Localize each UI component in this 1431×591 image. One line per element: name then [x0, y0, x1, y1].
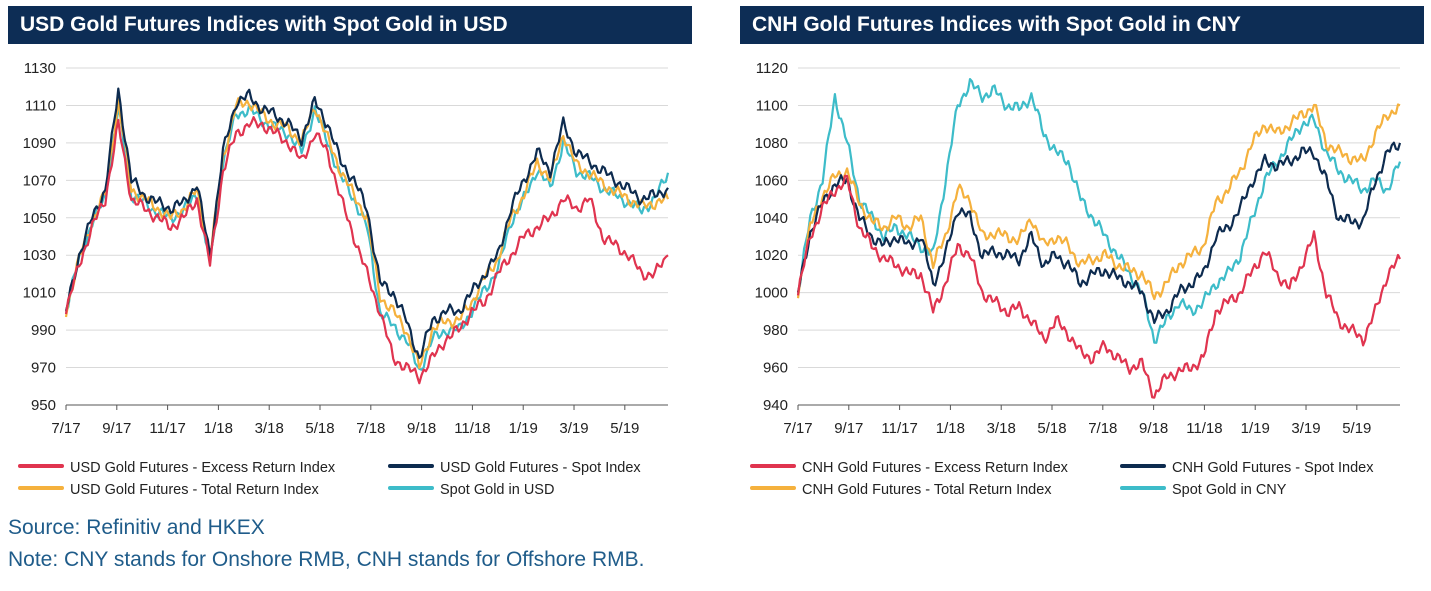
- y-tick-label: 940: [763, 397, 788, 414]
- x-tick-label: 1/19: [509, 420, 538, 437]
- series-line-spot-index: [796, 141, 1402, 325]
- legend-swatch-usd-total: [18, 486, 64, 491]
- x-tick-label: 9/17: [102, 420, 131, 437]
- y-tick-label: 1080: [755, 135, 788, 152]
- legend-item-cnh-spot-index: CNH Gold Futures - Spot Index: [1120, 460, 1373, 476]
- series-line-spot-gold: [796, 78, 1402, 344]
- legend-item-cnh-excess: CNH Gold Futures - Excess Return Index: [750, 460, 1068, 476]
- y-tick-label: 960: [763, 360, 788, 377]
- x-tick-label: 3/19: [1291, 420, 1320, 437]
- legend-label: Spot Gold in CNY: [1172, 482, 1287, 498]
- y-tick-label: 1070: [23, 172, 56, 189]
- cnh-chart-panel: CNH Gold Futures Indices with Spot Gold …: [740, 6, 1424, 498]
- legend-item-usd-spot-gold: Spot Gold in USD: [388, 482, 554, 498]
- x-tick-label: 3/18: [987, 420, 1016, 437]
- series-line-excess: [796, 174, 1401, 399]
- y-tick-label: 1000: [755, 285, 788, 302]
- legend-label: USD Gold Futures - Total Return Index: [70, 482, 319, 498]
- x-tick-label: 9/18: [1139, 420, 1168, 437]
- x-tick-label: 3/19: [559, 420, 588, 437]
- x-tick-label: 7/18: [1088, 420, 1117, 437]
- x-tick-label: 1/18: [936, 420, 965, 437]
- series-line-spot-index: [64, 87, 669, 359]
- x-tick-label: 1/19: [1241, 420, 1270, 437]
- y-tick-label: 1090: [23, 135, 56, 152]
- y-tick-label: 1020: [755, 247, 788, 264]
- y-tick-label: 1030: [23, 247, 56, 264]
- y-tick-label: 1040: [755, 210, 788, 227]
- legend-item-cnh-total: CNH Gold Futures - Total Return Index: [750, 482, 1052, 498]
- legend-label: USD Gold Futures - Excess Return Index: [70, 460, 336, 476]
- usd-chart-plot: 950 970 990 1010 1030 1050 1070 1090 1110 1130 7/1…: [23, 60, 670, 437]
- legend-swatch-usd-spot-gold: [388, 486, 434, 491]
- x-tick-label: 11/18: [1186, 420, 1222, 437]
- usd-chart-panel: USD Gold Futures Indices with Spot Gold …: [8, 6, 692, 498]
- y-tick-label: 950: [31, 397, 56, 414]
- legend-label: CNH Gold Futures - Excess Return Index: [802, 460, 1068, 476]
- x-tick-label: 1/18: [204, 420, 233, 437]
- cnh-chart-plot: 940 960 980 1000 1020 1040 1060 1080 1100 1120 7/1…: [755, 60, 1402, 437]
- x-tick-label: 5/18: [1037, 420, 1066, 437]
- usd-chart-title: USD Gold Futures Indices with Spot Gold …: [8, 6, 692, 44]
- x-tick-label: 7/17: [783, 420, 812, 437]
- legend-swatch-cnh-excess: [750, 464, 796, 469]
- y-tick-label: 1110: [25, 97, 56, 114]
- x-tick-label: 9/17: [834, 420, 863, 437]
- footer-notes: Source: Refinitiv and HKEX Note: CNY sta…: [8, 512, 644, 576]
- cnh-chart-title: CNH Gold Futures Indices with Spot Gold …: [740, 6, 1424, 44]
- legend-swatch-usd-spot-index: [388, 464, 434, 469]
- series-line-excess: [64, 116, 669, 385]
- legend-swatch-usd-excess: [18, 464, 64, 469]
- x-tick-label: 11/17: [881, 420, 917, 437]
- x-tick-label: 9/18: [407, 420, 436, 437]
- legend-item-usd-excess: USD Gold Futures - Excess Return Index: [18, 460, 335, 476]
- y-tick-label: 990: [31, 322, 56, 339]
- y-tick-label: 1060: [755, 172, 788, 189]
- x-tick-label: 7/17: [51, 420, 80, 437]
- legend-swatch-cnh-spot-index: [1120, 464, 1166, 469]
- x-tick-label: 5/18: [305, 420, 334, 437]
- x-tick-label: 11/17: [149, 420, 185, 437]
- x-tick-label: 5/19: [1342, 420, 1371, 437]
- series-line-total: [796, 103, 1401, 301]
- legend-label: CNH Gold Futures - Total Return Index: [802, 482, 1052, 498]
- currency-note: Note: CNY stands for Onshore RMB, CNH st…: [8, 548, 645, 571]
- series-line-spot-gold: [65, 104, 670, 371]
- x-tick-label: 3/18: [255, 420, 284, 437]
- y-tick-label: 970: [31, 360, 56, 377]
- legend-swatch-cnh-total: [750, 486, 796, 491]
- y-tick-label: 1050: [23, 210, 56, 227]
- y-tick-label: 980: [763, 322, 788, 339]
- legend-swatch-cnh-spot-gold: [1120, 486, 1166, 491]
- legend-item-usd-spot-index: USD Gold Futures - Spot Index: [388, 460, 641, 476]
- y-tick-label: 1100: [756, 97, 788, 114]
- legend-label: CNH Gold Futures - Spot Index: [1172, 460, 1374, 476]
- legend-item-cnh-spot-gold: Spot Gold in CNY: [1120, 482, 1286, 498]
- x-tick-label: 7/18: [356, 420, 385, 437]
- x-tick-label: 11/18: [454, 420, 490, 437]
- legend-label: USD Gold Futures - Spot Index: [440, 460, 641, 476]
- legend-label: Spot Gold in USD: [440, 482, 555, 498]
- y-tick-label: 1010: [23, 285, 56, 302]
- source-note: Source: Refinitiv and HKEX: [8, 516, 265, 539]
- legend-item-usd-total: USD Gold Futures - Total Return Index: [18, 482, 319, 498]
- x-tick-label: 5/19: [610, 420, 639, 437]
- y-tick-label: 1130: [24, 60, 56, 77]
- y-tick-label: 1120: [756, 60, 788, 77]
